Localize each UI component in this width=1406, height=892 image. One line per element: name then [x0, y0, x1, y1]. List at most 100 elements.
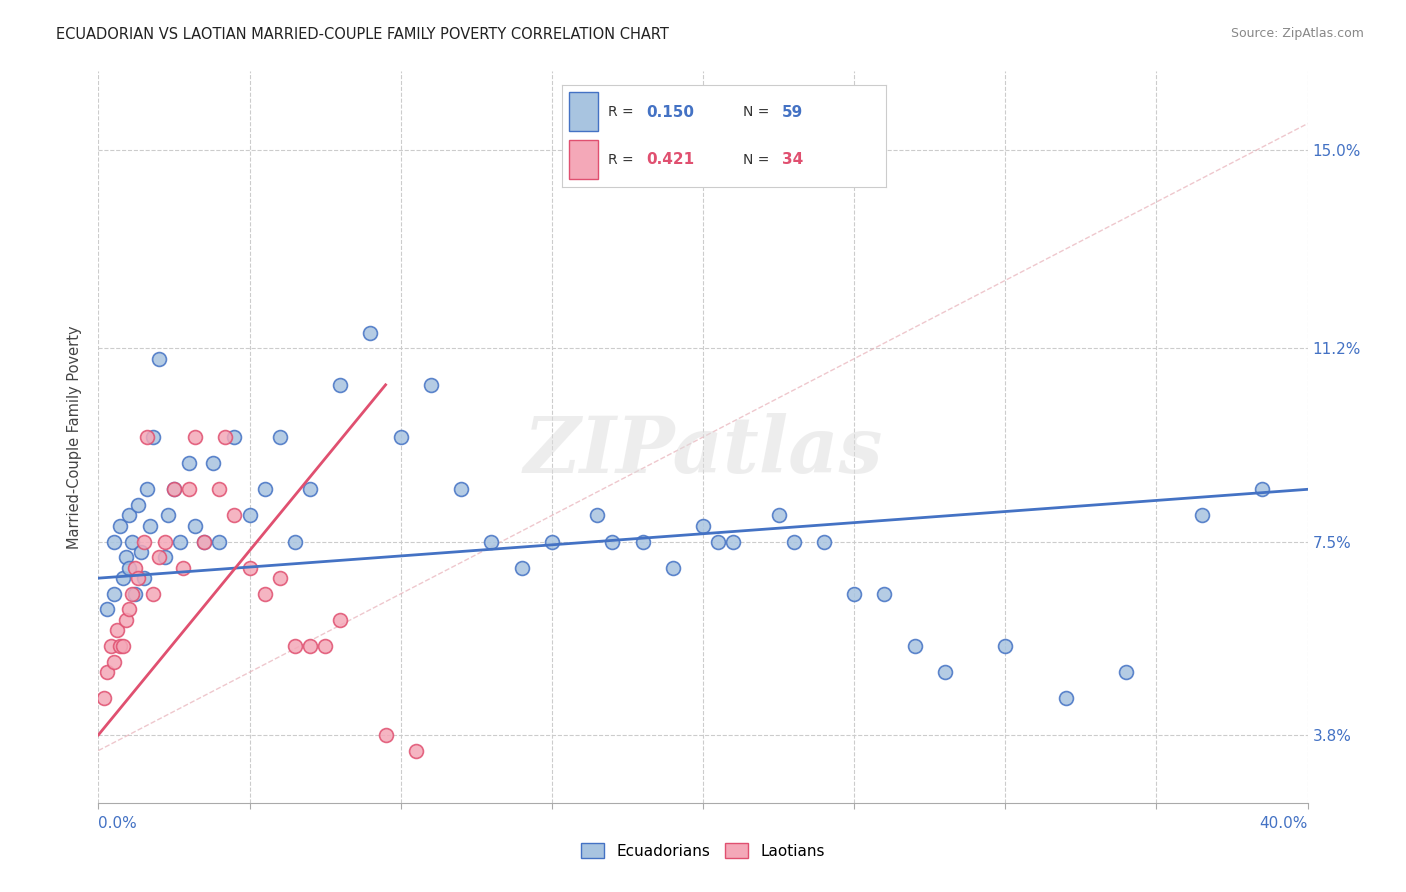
- FancyBboxPatch shape: [569, 92, 598, 131]
- Text: 59: 59: [782, 105, 804, 120]
- Point: [184, 519, 207, 533]
- Point: [139, 519, 162, 533]
- Point: [153, 534, 176, 549]
- Point: [148, 351, 170, 366]
- Point: [100, 639, 122, 653]
- Point: [208, 534, 231, 549]
- Point: [96, 665, 118, 680]
- Point: [118, 508, 141, 523]
- Text: Source: ZipAtlas.com: Source: ZipAtlas.com: [1230, 27, 1364, 40]
- Point: [142, 430, 165, 444]
- Point: [450, 483, 472, 497]
- Point: [1191, 508, 1213, 523]
- Point: [405, 743, 427, 757]
- Point: [284, 639, 307, 653]
- Point: [631, 534, 654, 549]
- Point: [844, 587, 866, 601]
- Point: [129, 545, 152, 559]
- Point: [135, 430, 157, 444]
- Legend: Ecuadorians, Laotians: Ecuadorians, Laotians: [575, 837, 831, 864]
- Text: ECUADORIAN VS LAOTIAN MARRIED-COUPLE FAMILY POVERTY CORRELATION CHART: ECUADORIAN VS LAOTIAN MARRIED-COUPLE FAM…: [56, 27, 669, 42]
- Text: 0.150: 0.150: [647, 105, 695, 120]
- Point: [314, 639, 336, 653]
- Point: [156, 508, 179, 523]
- Point: [121, 587, 143, 601]
- Point: [118, 560, 141, 574]
- Point: [269, 430, 291, 444]
- Point: [127, 498, 149, 512]
- Point: [114, 613, 136, 627]
- Point: [661, 560, 683, 574]
- Text: ZIPatlas: ZIPatlas: [523, 414, 883, 490]
- Point: [873, 587, 896, 601]
- Point: [707, 534, 730, 549]
- Point: [193, 534, 215, 549]
- Point: [111, 639, 134, 653]
- Point: [269, 571, 291, 585]
- Point: [105, 624, 128, 638]
- Point: [540, 534, 562, 549]
- Point: [163, 483, 186, 497]
- Point: [108, 519, 131, 533]
- Point: [132, 534, 155, 549]
- Point: [163, 483, 186, 497]
- Point: [1054, 691, 1077, 706]
- Text: 40.0%: 40.0%: [1260, 816, 1308, 830]
- Point: [193, 534, 215, 549]
- Point: [224, 508, 246, 523]
- Point: [1251, 483, 1274, 497]
- Point: [103, 655, 125, 669]
- Point: [329, 613, 352, 627]
- Point: [127, 571, 149, 585]
- Point: [783, 534, 806, 549]
- Point: [374, 728, 396, 742]
- Point: [586, 508, 609, 523]
- Text: N =: N =: [744, 153, 775, 167]
- Point: [214, 430, 236, 444]
- Point: [602, 534, 624, 549]
- Point: [389, 430, 412, 444]
- Text: N =: N =: [744, 105, 775, 120]
- Point: [253, 587, 276, 601]
- Point: [142, 587, 165, 601]
- Point: [239, 508, 262, 523]
- Point: [103, 534, 125, 549]
- Point: [239, 560, 262, 574]
- Point: [934, 665, 956, 680]
- Point: [253, 483, 276, 497]
- Point: [111, 571, 134, 585]
- Point: [124, 560, 146, 574]
- Point: [299, 483, 322, 497]
- Point: [994, 639, 1017, 653]
- Point: [284, 534, 307, 549]
- Point: [481, 534, 503, 549]
- Point: [208, 483, 231, 497]
- Point: [420, 377, 443, 392]
- Point: [121, 534, 143, 549]
- Text: R =: R =: [607, 153, 638, 167]
- Point: [179, 483, 201, 497]
- Point: [202, 456, 225, 470]
- Point: [224, 430, 246, 444]
- Point: [184, 430, 207, 444]
- Point: [904, 639, 927, 653]
- Point: [169, 534, 191, 549]
- Point: [96, 602, 118, 616]
- Point: [148, 550, 170, 565]
- Point: [510, 560, 533, 574]
- Point: [723, 534, 745, 549]
- Point: [172, 560, 194, 574]
- Point: [813, 534, 835, 549]
- Point: [360, 326, 382, 340]
- Point: [103, 587, 125, 601]
- Point: [299, 639, 322, 653]
- Text: 34: 34: [782, 153, 804, 167]
- Point: [124, 587, 146, 601]
- Point: [114, 550, 136, 565]
- Point: [179, 456, 201, 470]
- Point: [768, 508, 790, 523]
- Point: [1115, 665, 1137, 680]
- Point: [153, 550, 176, 565]
- Point: [132, 571, 155, 585]
- Y-axis label: Married-Couple Family Poverty: Married-Couple Family Poverty: [67, 326, 83, 549]
